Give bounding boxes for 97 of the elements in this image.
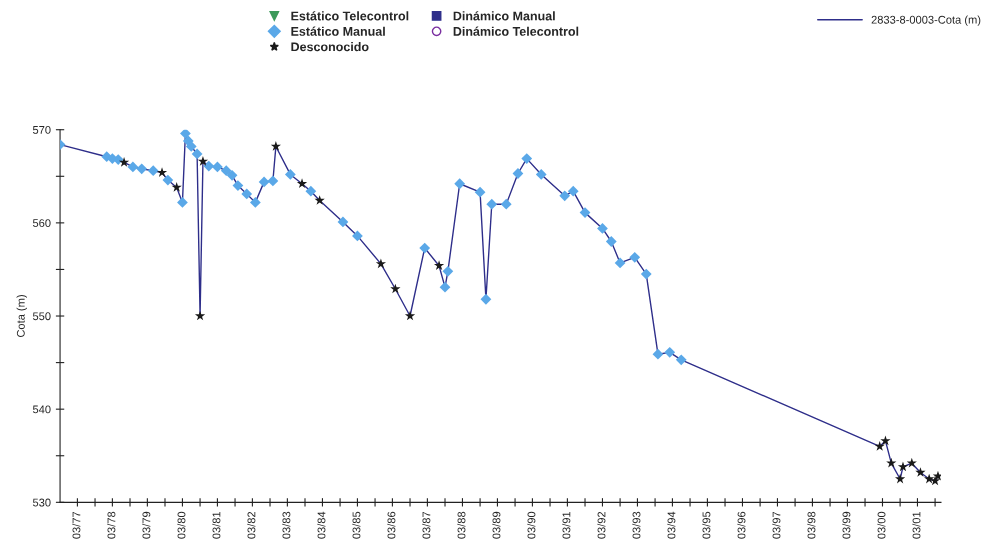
point — [305, 185, 317, 197]
point — [162, 174, 174, 186]
x-tick-label: 03/83 — [282, 511, 291, 539]
point — [127, 161, 139, 173]
point — [270, 141, 281, 151]
legend-label: 2833-8-0003-Cota (m) — [871, 15, 981, 26]
point — [147, 165, 159, 177]
y-tick-label: 540 — [32, 405, 51, 414]
point — [597, 223, 608, 234]
point — [640, 268, 652, 280]
legend-label: Estático Manual — [291, 26, 385, 36]
point — [486, 198, 498, 210]
point — [442, 265, 454, 277]
x-tick-label: 03/95 — [702, 511, 711, 539]
x-tick-label: 03/93 — [632, 511, 641, 539]
point — [567, 185, 579, 197]
point — [177, 197, 188, 208]
point — [500, 198, 512, 210]
point — [886, 457, 897, 468]
x-tick-label: 03/81 — [212, 511, 221, 539]
x-tick-label: 03/84 — [317, 511, 326, 539]
point — [194, 310, 206, 321]
x-tick-label: 03/87 — [422, 511, 431, 539]
point — [267, 175, 279, 187]
y-tick-label: 530 — [32, 498, 51, 507]
point — [249, 197, 261, 208]
x-tick-label: 03/94 — [667, 511, 676, 539]
x-tick-label: 03/99 — [842, 511, 851, 539]
point — [454, 178, 466, 190]
point — [226, 169, 238, 181]
x-tick-label: 03/79 — [142, 511, 151, 539]
x-tick-label: 03/80 — [177, 511, 186, 539]
x-tick-label: 03/78 — [107, 511, 116, 539]
point — [171, 182, 182, 192]
legend-label: Estático Telecontrol — [291, 11, 409, 21]
y-tick-label: 560 — [32, 219, 51, 228]
point — [652, 348, 664, 360]
point — [191, 148, 203, 160]
point — [136, 163, 148, 175]
x-tick-label: 03/77 — [72, 511, 81, 539]
point — [284, 169, 296, 180]
x-tick-label: 03/91 — [562, 511, 571, 539]
point — [474, 186, 486, 198]
point — [433, 260, 445, 271]
point — [232, 180, 244, 191]
point — [375, 258, 387, 269]
point — [897, 461, 909, 472]
point — [915, 467, 926, 477]
point — [404, 310, 416, 321]
point — [439, 281, 451, 293]
legend-label: Dinámico Manual — [453, 11, 555, 21]
point — [419, 242, 431, 254]
point — [258, 176, 270, 188]
point — [521, 153, 533, 164]
legend-label: Dinámico Telecontrol — [453, 26, 579, 36]
point — [605, 236, 617, 247]
point — [874, 441, 885, 451]
x-tick-label: 03/88 — [457, 511, 466, 539]
point — [220, 165, 232, 177]
point — [579, 207, 591, 218]
x-tick-label: 03/86 — [387, 511, 396, 539]
point — [629, 251, 641, 263]
point — [203, 160, 215, 172]
y-tick-label: 550 — [32, 312, 51, 321]
y-tick-label: 570 — [32, 125, 51, 134]
point — [614, 257, 626, 269]
x-tick-label: 03/82 — [247, 511, 256, 539]
point — [535, 169, 547, 180]
point — [197, 156, 209, 166]
point — [156, 167, 168, 177]
point — [895, 473, 906, 484]
legend-label: Desconocido — [291, 42, 369, 52]
point — [180, 129, 191, 139]
point — [118, 156, 130, 167]
point — [314, 195, 325, 205]
x-tick-label: 03/98 — [807, 511, 816, 539]
point — [390, 283, 401, 294]
point — [337, 216, 349, 228]
point — [352, 230, 363, 242]
point — [185, 141, 197, 152]
point — [664, 346, 676, 358]
x-tick-label: 03/96 — [737, 511, 746, 539]
point — [296, 178, 308, 189]
x-tick-label: 03/92 — [597, 511, 606, 539]
point — [932, 470, 941, 481]
y-axis-title: Cota (m) — [16, 295, 27, 338]
x-tick-label: 03/00 — [877, 511, 886, 539]
x-tick-label: 03/85 — [352, 511, 361, 539]
point — [241, 188, 253, 200]
point — [675, 354, 687, 366]
x-tick-label: 03/01 — [912, 511, 921, 539]
point — [880, 435, 891, 446]
x-tick-label: 03/90 — [527, 511, 536, 539]
point — [480, 293, 492, 305]
x-tick-label: 03/97 — [772, 511, 781, 539]
point — [559, 190, 571, 202]
x-tick-label: 03/89 — [492, 511, 501, 539]
